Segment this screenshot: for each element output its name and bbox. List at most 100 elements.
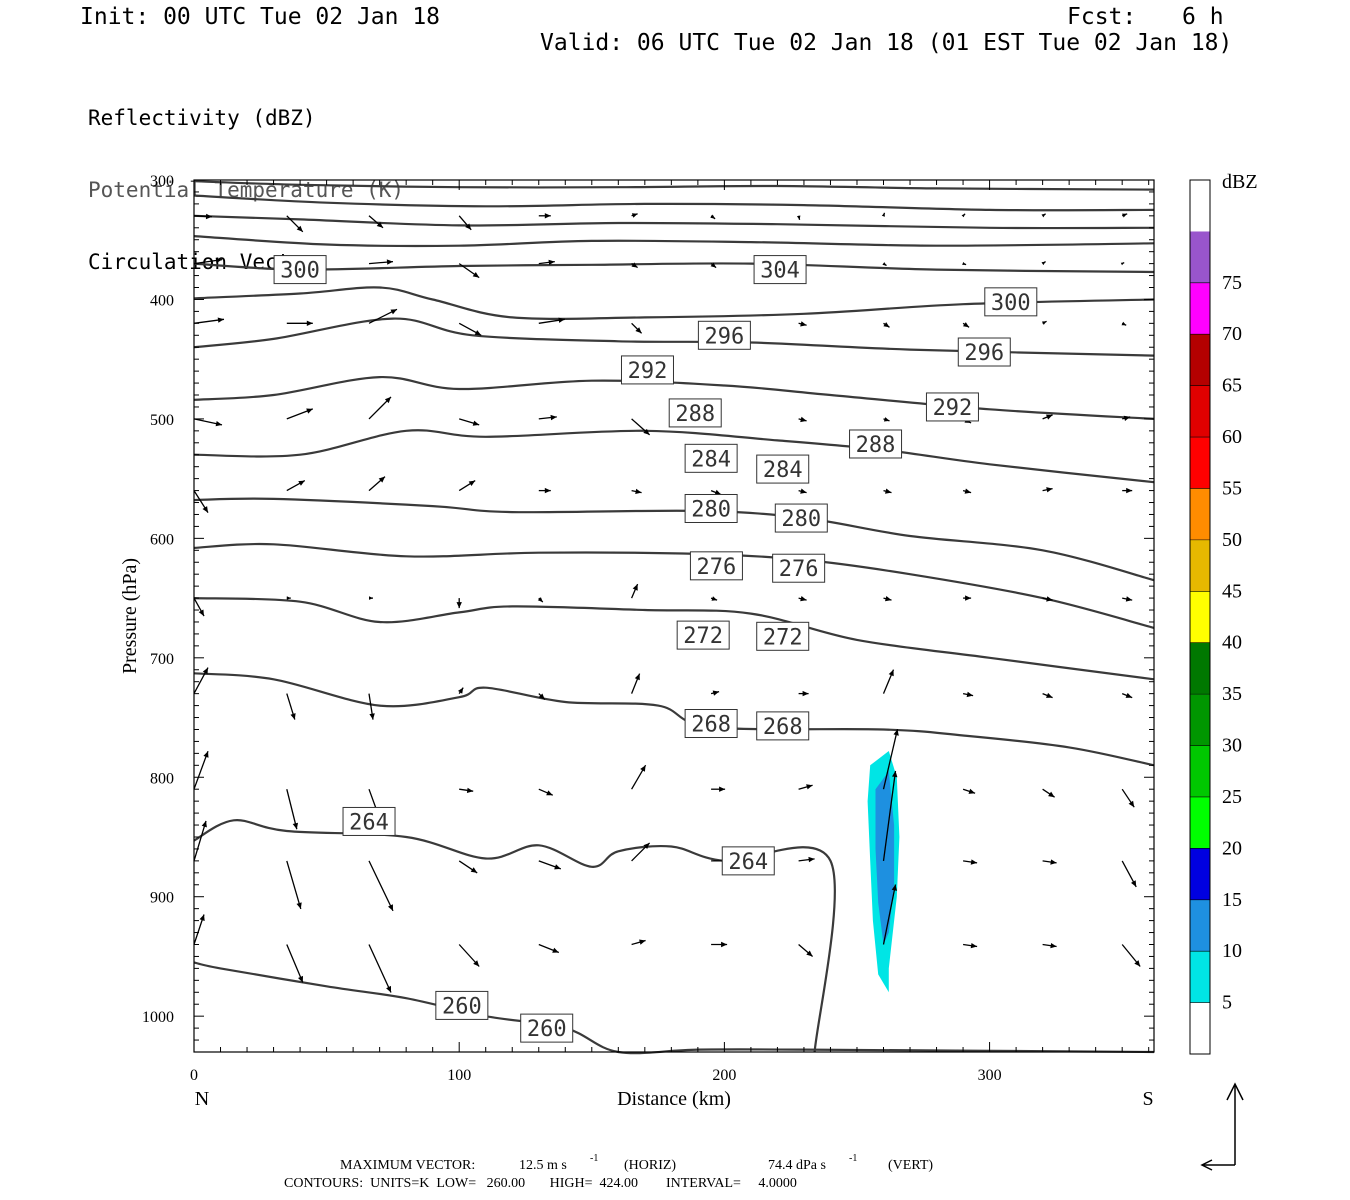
colorbar-swatch	[1190, 180, 1210, 232]
theta-contour	[193, 286, 1155, 320]
colorbar-swatch	[1190, 899, 1210, 952]
contour-label: 276	[689, 551, 743, 581]
circulation-vector	[286, 944, 304, 983]
svg-text:304: 304	[760, 259, 800, 284]
contour-info: CONTOURS: UNITS=K LOW= 260.00 HIGH= 424.…	[284, 1176, 797, 1191]
circulation-vector	[286, 320, 313, 326]
contour-label-layer: 300 304 300 296 296 292 292 288 288 284 284 280 280 2…	[273, 255, 1038, 1043]
circulation-vector	[798, 596, 807, 602]
circulation-vector	[1042, 859, 1057, 865]
max-vector-vert-exponent: -1	[849, 1153, 858, 1164]
colorbar: 5 10 15 20 25 30 35 40 45 50 55 60 65 70 75 dBZ	[1189, 171, 1258, 1055]
colorbar-label: 65	[1222, 375, 1242, 397]
colorbar-swatch	[1190, 385, 1210, 437]
contour-label: 300	[273, 255, 327, 285]
circulation-vector	[1042, 487, 1053, 493]
forecast-hour-value: 6 h	[1182, 4, 1224, 30]
circulation-vector	[286, 596, 291, 600]
circulation-vector	[882, 669, 895, 694]
circulation-vector	[459, 787, 474, 793]
circulation-vector	[368, 476, 386, 492]
colorbar-label: 45	[1222, 580, 1242, 602]
circulation-vector	[711, 786, 726, 792]
colorbar-swatch	[1190, 694, 1210, 746]
svg-text:264: 264	[349, 810, 389, 835]
circulation-vector	[963, 595, 972, 601]
circulation-vector	[883, 488, 892, 494]
svg-text:272: 272	[763, 625, 803, 650]
circulation-vector	[286, 860, 302, 910]
svg-text:292: 292	[933, 396, 973, 421]
contour-label: 296	[957, 337, 1011, 367]
circulation-vector	[711, 941, 728, 948]
circulation-vector	[1042, 692, 1053, 699]
svg-text:280: 280	[691, 497, 731, 522]
circulation-vector	[193, 418, 223, 427]
colorbar-swatch	[1190, 591, 1210, 643]
colorbar-label: 20	[1222, 837, 1242, 859]
circulation-vector	[368, 860, 394, 912]
circulation-vector	[458, 322, 482, 336]
circulation-vector	[538, 860, 562, 870]
circulation-vector	[1122, 596, 1133, 602]
colorbar-label: 50	[1222, 529, 1242, 551]
colorbar-label: 30	[1222, 735, 1242, 757]
contour-label: 276	[772, 553, 826, 583]
colorbar-swatch	[1190, 1002, 1210, 1054]
circulation-vector	[631, 262, 638, 269]
circulation-vector	[193, 597, 205, 617]
circulation-vector	[631, 764, 647, 790]
contour-label: 272	[756, 621, 810, 651]
contour-label: 280	[684, 493, 738, 523]
circulation-vector	[963, 943, 978, 949]
y-tick-label: 800	[150, 770, 174, 787]
circulation-vector	[710, 596, 718, 601]
contour-label: 268	[756, 711, 810, 741]
circulation-vector	[459, 418, 480, 426]
valid-time: Valid: 06 UTC Tue 02 Jan 18 (01 EST Tue …	[540, 30, 1233, 56]
circulation-vector	[458, 480, 476, 492]
theta-contour	[193, 542, 1155, 629]
circulation-vector	[630, 673, 641, 694]
forecast-hour-label: Fcst:	[1067, 4, 1137, 30]
circulation-vector	[963, 859, 978, 865]
contour-label: 268	[684, 709, 738, 739]
svg-text:284: 284	[691, 447, 731, 472]
contour-label: 288	[668, 398, 722, 428]
svg-text:260: 260	[527, 1017, 567, 1042]
max-vector-horiz-unit: (HORIZ)	[624, 1158, 677, 1173]
circulation-vector	[961, 213, 966, 218]
circulation-vector	[286, 693, 296, 720]
circulation-vector	[881, 212, 886, 217]
theta-contour	[193, 597, 1155, 681]
circulation-vector	[798, 856, 815, 863]
circulation-vector	[798, 690, 809, 697]
circulation-vector	[538, 414, 557, 421]
colorbar-label: 10	[1222, 940, 1242, 962]
circulation-vector	[798, 488, 807, 494]
circulation-vector	[458, 944, 480, 967]
colorbar-swatch	[1190, 642, 1210, 695]
svg-text:280: 280	[781, 507, 821, 532]
theta-contour	[193, 214, 1155, 230]
max-vector-vert: 74.4 dPa s	[768, 1158, 826, 1173]
y-tick-label: 1000	[142, 1009, 174, 1026]
circulation-vector	[538, 788, 554, 796]
circulation-vector	[193, 750, 209, 790]
plot-frame	[193, 179, 1155, 1053]
circulation-vector	[962, 322, 970, 328]
theta-contour	[193, 497, 1155, 582]
circulation-vector	[631, 488, 642, 494]
colorbar-label: 60	[1222, 426, 1242, 448]
circulation-vector	[631, 322, 643, 334]
circulation-vector	[1042, 414, 1053, 420]
circulation-vector	[1042, 596, 1053, 602]
circulation-vector	[368, 396, 392, 420]
svg-text:284: 284	[763, 458, 803, 483]
x-tick-label: 100	[447, 1067, 471, 1084]
circulation-vector	[962, 262, 967, 266]
circulation-vector	[1121, 213, 1128, 218]
contour-label: 264	[342, 806, 396, 836]
contour-label: 292	[620, 355, 674, 385]
circulation-vector	[798, 321, 807, 327]
